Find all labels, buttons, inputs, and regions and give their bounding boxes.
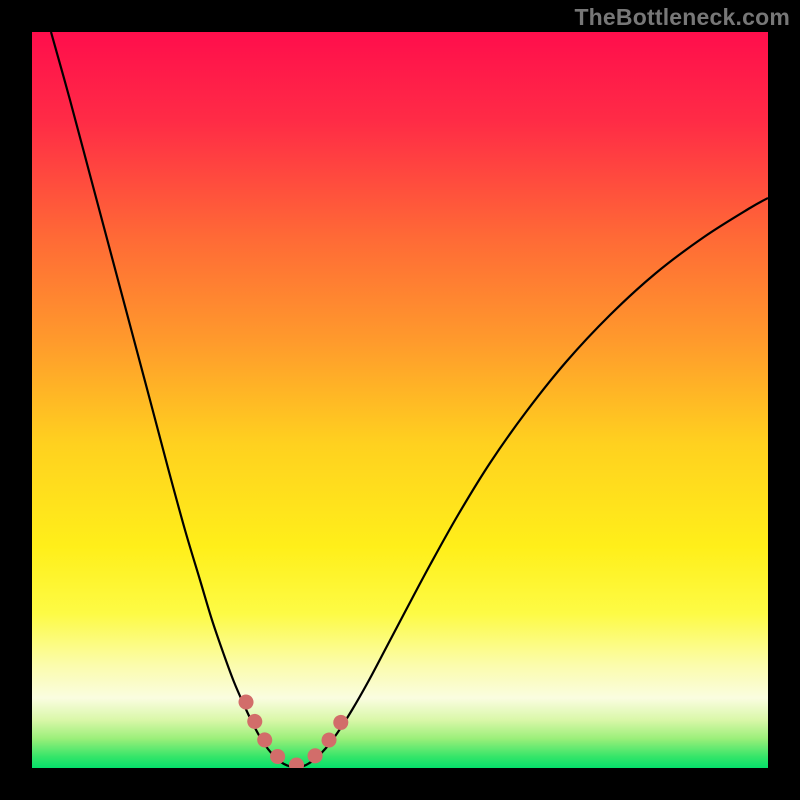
watermark-label: TheBottleneck.com: [574, 4, 790, 31]
gradient-background: [32, 32, 768, 768]
bottleneck-chart: [0, 0, 800, 800]
